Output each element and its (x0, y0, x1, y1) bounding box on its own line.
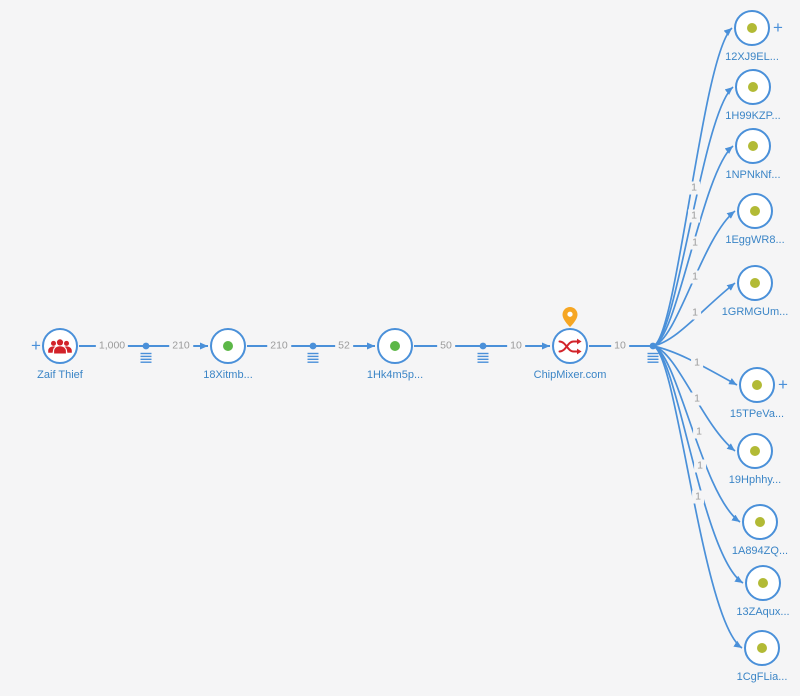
node-label: 1EggWR8... (725, 234, 785, 246)
node-zaif[interactable] (42, 328, 78, 364)
fanout-edge (652, 345, 744, 584)
edge-amount-label: 1 (691, 356, 703, 370)
transaction-dot[interactable] (309, 342, 317, 350)
address-dot-icon (755, 517, 765, 527)
plus-icon[interactable]: + (31, 336, 41, 356)
node-label: 13ZAqux... (736, 606, 790, 618)
edge-amount-label: 1 (689, 236, 701, 250)
transaction-dot[interactable] (479, 342, 487, 350)
node-r8[interactable] (742, 504, 778, 540)
address-dot-icon (758, 578, 768, 588)
fanout-edge (652, 210, 736, 347)
node-r6[interactable] (739, 367, 775, 403)
edge-amount-label: 1 (688, 181, 700, 195)
node-r1[interactable] (734, 10, 770, 46)
node-r10[interactable] (744, 630, 780, 666)
edge-amount-label: 1 (689, 306, 701, 320)
node-label: 1A894ZQ... (731, 545, 789, 557)
node-n1Hk[interactable] (377, 328, 413, 364)
transaction-list-icon[interactable] (140, 342, 152, 363)
address-dot-icon (752, 380, 762, 390)
node-r4[interactable] (737, 193, 773, 229)
node-label: Zaif Thief (37, 369, 83, 381)
edge-amount-label: 10 (611, 339, 629, 353)
edge-amount-label: 1 (689, 270, 701, 284)
fanout-edge (652, 345, 738, 386)
node-label: 1CgFLia... (736, 671, 788, 683)
edge-amount-label: 1 (688, 209, 700, 223)
node-r7[interactable] (737, 433, 773, 469)
transaction-list-icon[interactable] (477, 342, 489, 363)
location-pin-icon (562, 307, 578, 327)
shuffle-icon (558, 338, 582, 354)
fanout-edge (652, 27, 733, 347)
fanout-edge (652, 145, 734, 347)
address-dot-icon (750, 278, 760, 288)
node-n18X[interactable] (210, 328, 246, 364)
transaction-list-icon[interactable] (307, 342, 319, 363)
fanout-edge (652, 86, 734, 347)
node-label: ChipMixer.com (533, 369, 607, 381)
address-dot-icon (757, 643, 767, 653)
people-group-icon (48, 338, 72, 353)
node-r9[interactable] (745, 565, 781, 601)
edge-amount-label: 1 (692, 490, 704, 504)
address-dot-icon (747, 23, 757, 33)
location-pin (562, 307, 578, 327)
edge-amount-label: 10 (507, 339, 525, 353)
edge-amount-label: 50 (437, 339, 455, 353)
plus-icon[interactable]: + (778, 375, 788, 395)
fanout-edge (652, 345, 743, 649)
address-dot-icon (750, 446, 760, 456)
address-dot-icon (748, 82, 758, 92)
transaction-list-icon[interactable] (647, 342, 659, 363)
edge-amount-label: 1 (691, 392, 703, 406)
node-label: 1Hk4m5p... (366, 369, 424, 381)
node-label: 1H99KZP... (725, 110, 781, 122)
edge-amount-label: 1 (694, 459, 706, 473)
transaction-dot[interactable] (649, 342, 657, 350)
edge-amount-label: 1 (693, 425, 705, 439)
edge-amount-label: 210 (169, 339, 193, 353)
node-label: 1GRMGUm... (721, 306, 789, 318)
edge-amount-label: 1,000 (95, 339, 129, 353)
node-label: 12XJ9EL... (725, 51, 779, 63)
edge-amount-label: 52 (335, 339, 353, 353)
address-dot-icon (390, 341, 400, 351)
node-chip[interactable] (552, 328, 588, 364)
address-dot-icon (748, 141, 758, 151)
node-label: 15TPeVa... (729, 408, 785, 420)
node-r3[interactable] (735, 128, 771, 164)
fanout-edge (652, 282, 736, 347)
node-r2[interactable] (735, 69, 771, 105)
plus-icon[interactable]: + (773, 18, 783, 38)
fanout-edge (652, 345, 741, 523)
node-label: 19Hphhy... (728, 474, 782, 486)
node-label: 18Xitmb... (203, 369, 253, 381)
fanout-edge (652, 345, 736, 452)
node-r5[interactable] (737, 265, 773, 301)
edge-amount-label: 210 (267, 339, 291, 353)
node-label: 1NPNkNf... (725, 169, 781, 181)
transaction-dot[interactable] (142, 342, 150, 350)
address-dot-icon (750, 206, 760, 216)
address-dot-icon (223, 341, 233, 351)
